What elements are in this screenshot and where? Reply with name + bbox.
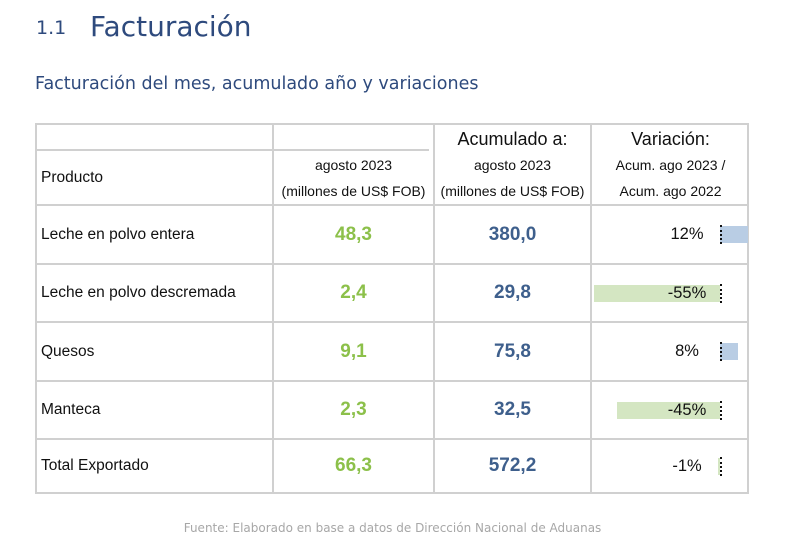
table-subtitle: Facturación del mes, acumulado año y var… [35, 74, 479, 94]
variation-bar [720, 343, 739, 360]
month-header-line2: (millones de US$ FOB) [281, 182, 426, 199]
row-divider [37, 438, 747, 440]
column-divider [272, 125, 274, 492]
variation-bar [616, 401, 720, 419]
product-column-header: Producto [41, 168, 104, 186]
accumulated-value: 29,8 [494, 282, 531, 303]
billing-table: Acumulado a: Variación: Producto agosto … [35, 123, 749, 494]
variation-bar [717, 457, 720, 475]
product-name: Total Exportado [41, 457, 149, 474]
accumulated-value: 572,2 [488, 455, 537, 476]
row-divider [37, 263, 747, 265]
variation-axis [720, 456, 722, 476]
accumulated-header-line1: agosto 2023 [473, 156, 552, 173]
section-number: 1.1 [36, 17, 67, 39]
variation-value: 12% [670, 225, 704, 243]
month-header-line1: agosto 2023 [314, 156, 393, 173]
variation-header-line1: Acum. ago 2023 / [615, 156, 726, 173]
row-divider [37, 321, 747, 323]
row-divider [37, 204, 747, 206]
variation-cell: -55% [592, 265, 749, 321]
variation-bar [720, 226, 748, 243]
variation-axis [720, 400, 722, 420]
variation-axis [720, 342, 722, 361]
variation-header-line2: Acum. ago 2022 [619, 182, 722, 199]
variation-cell: 12% [592, 206, 749, 263]
variation-axis [720, 283, 722, 303]
variation-cell: -1% [592, 440, 749, 492]
column-divider [590, 125, 592, 492]
month-value: 66,3 [335, 455, 372, 476]
variation-column-header: Acum. ago 2023 / Acum. ago 2022 [592, 151, 749, 204]
accumulated-group-header: Acumulado a: [457, 128, 568, 149]
month-column-header: agosto 2023 (millones de US$ FOB) [274, 151, 433, 204]
product-name: Leche en polvo descremada [41, 284, 236, 301]
variation-value: -1% [672, 456, 702, 475]
row-divider [37, 149, 429, 151]
source-note: Fuente: Elaborado en base a datos de Dir… [183, 521, 602, 535]
variation-value: -55% [667, 283, 707, 302]
accumulated-header-line2: (millones de US$ FOB) [440, 182, 585, 199]
product-name: Manteca [41, 401, 101, 418]
accumulated-value: 75,8 [494, 340, 531, 362]
month-value: 2,4 [340, 282, 367, 303]
column-divider [433, 125, 435, 492]
variation-value: -45% [667, 400, 707, 419]
accumulated-value: 380,0 [488, 223, 537, 245]
month-value: 9,1 [340, 340, 367, 362]
month-value: 48,3 [335, 223, 372, 245]
section-title: Facturación [90, 10, 252, 43]
accumulated-value: 32,5 [494, 399, 531, 420]
variation-cell: 8% [592, 323, 749, 380]
accumulated-column-header: agosto 2023 (millones de US$ FOB) [435, 151, 590, 204]
variation-bar [593, 284, 720, 302]
row-divider [37, 380, 747, 382]
variation-cell: -45% [592, 382, 749, 438]
variation-value: 8% [675, 342, 699, 360]
product-name: Leche en polvo entera [41, 225, 195, 243]
variation-group-header: Variación: [631, 128, 710, 149]
product-name: Quesos [41, 342, 95, 360]
variation-axis [720, 225, 722, 244]
month-value: 2,3 [340, 399, 367, 420]
